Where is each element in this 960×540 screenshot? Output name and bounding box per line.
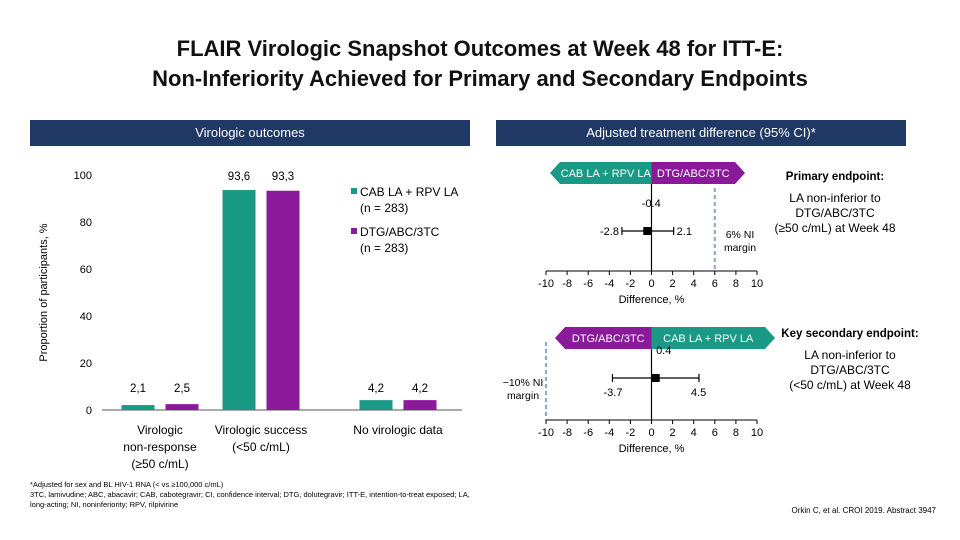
forest1-tick-label--8: -8 (562, 278, 572, 290)
forest2-ni-label-0: −10% NI (503, 377, 544, 389)
primary-endpoint: Primary endpoint: LA non-inferior to DTG… (760, 170, 910, 236)
forest2-left-arrow (555, 327, 565, 349)
forest2-left-label: DTG/ABC/3TC (572, 333, 645, 345)
secondary-endpoint: Key secondary endpoint: LA non-inferior … (770, 327, 930, 393)
forest2-tick-label-10: 10 (751, 427, 763, 439)
forest2-point (651, 374, 660, 382)
forest2-tick-label-6: 6 (712, 427, 718, 439)
forest2-tick-label-8: 8 (733, 427, 739, 439)
left-header: Virologic outcomes (30, 120, 470, 146)
forest2-left-box (565, 327, 652, 349)
data-label-0-0: 2,1 (130, 383, 146, 395)
bar-dtg-abc-3tc-1 (266, 190, 300, 410)
forest1-point-label: -0.4 (642, 198, 661, 210)
legend-n-0: (n = 283) (360, 201, 408, 215)
y-tick-label-100: 100 (74, 170, 92, 182)
forest1-ni-label-0: 6% NI (726, 229, 755, 241)
primary-line-2: DTG/ABC/3TC (795, 206, 875, 220)
forest1-tick-label-8: 8 (733, 278, 739, 290)
forest1-tick-label--10: -10 (538, 278, 554, 290)
forest2-tick-label--4: -4 (604, 427, 614, 439)
legend-label-0: CAB LA + RPV LA (360, 185, 458, 199)
forest1-left-label: CAB LA + RPV LA (561, 168, 652, 180)
forest2-tick-label--6: -6 (583, 427, 593, 439)
forest2-point-label: 0.4 (656, 345, 671, 357)
forest1-ni-label-1: margin (724, 242, 756, 254)
data-label-1-2: 4,2 (412, 383, 428, 395)
forest1-upper-label: 2.1 (677, 226, 692, 238)
forest1-tick-label--6: -6 (583, 278, 593, 290)
forest2-right-box (651, 327, 765, 349)
forest1-right-label: DTG/ABC/3TC (657, 168, 730, 180)
primary-heading: Primary endpoint: (785, 171, 885, 183)
bar-cab-rpv-2 (359, 400, 393, 410)
slide-title: FLAIR Virologic Snapshot Outcomes at Wee… (0, 34, 960, 94)
forest2-x-label: Difference, % (619, 443, 685, 455)
forest1-right-arrow (735, 162, 745, 184)
y-tick-label-0: 0 (86, 405, 92, 417)
legend-swatch-0 (351, 188, 357, 194)
forest1-right-box (651, 162, 735, 184)
category-label-0-2: (≥50 c/mL) (131, 457, 188, 471)
forest1-x-label: Difference, % (619, 294, 685, 306)
y-tick-label-80: 80 (80, 217, 92, 229)
forest1-tick-label-2: 2 (670, 278, 676, 290)
forest1-tick-label-4: 4 (691, 278, 697, 290)
right-header: Adjusted treatment difference (95% CI)* (496, 120, 906, 146)
forest2-tick-label--2: -2 (626, 427, 636, 439)
legend-swatch-1 (351, 228, 357, 234)
bar-cab-rpv-1 (222, 190, 256, 410)
forest2-right-label: CAB LA + RPV LA (663, 333, 754, 345)
category-label-1-1: (<50 c/mL) (232, 440, 290, 454)
footnote: *Adjusted for sex and BL HIV-1 RNA (< vs… (30, 480, 475, 510)
forest1-tick-label--2: -2 (626, 278, 636, 290)
forest2-lower-label: -3.7 (603, 387, 622, 399)
title-line-2: Non-Inferiority Achieved for Primary and… (152, 66, 808, 91)
secondary-line-1: LA non-inferior to (804, 348, 896, 362)
data-label-1-0: 2,5 (174, 383, 190, 395)
category-label-2-0: No virologic data (353, 423, 443, 437)
category-label-1-0: Virologic success (215, 423, 307, 437)
y-tick-label-40: 40 (80, 311, 92, 323)
secondary-line-3: (<50 c/mL) at Week 48 (789, 378, 911, 392)
y-axis-label: Proportion of participants, % (38, 223, 50, 361)
category-label-0-1: non-response (123, 440, 197, 454)
legend-label-1: DTG/ABC/3TC (360, 225, 440, 239)
forest1-tick-label-6: 6 (712, 278, 718, 290)
forest1-lower-label: -2.8 (600, 226, 619, 238)
forest1-tick-label-10: 10 (751, 278, 763, 290)
forest2-ni-label-1: margin (507, 390, 539, 402)
forest1-point (643, 227, 652, 235)
y-tick-label-20: 20 (80, 358, 92, 370)
bar-dtg-abc-3tc-0 (165, 404, 199, 410)
data-label-0-2: 4,2 (368, 383, 384, 395)
forest2-right-arrow (765, 327, 775, 349)
footnote-adjusted: *Adjusted for sex and BL HIV-1 RNA (< vs… (30, 480, 224, 489)
forest2-upper-label: 4.5 (691, 387, 706, 399)
bar-dtg-abc-3tc-2 (403, 400, 437, 410)
footnote-abbreviations: 3TC, lamivudine; ABC, abacavir; CAB, cab… (30, 490, 470, 509)
forest1-tick-label--4: -4 (604, 278, 614, 290)
secondary-line-2: DTG/ABC/3TC (810, 363, 890, 377)
forest2-tick-label-2: 2 (670, 427, 676, 439)
category-label-0-0: Virologic (137, 423, 183, 437)
forest2-tick-label-0: 0 (648, 427, 654, 439)
forest1-left-arrow (550, 162, 560, 184)
forest2-tick-label--10: -10 (538, 427, 554, 439)
data-label-0-1: 93,6 (228, 171, 250, 183)
primary-line-3: (≥50 c/mL) at Week 48 (774, 221, 896, 235)
citation: Orkin C, et al. CROI 2019. Abstract 3947 (791, 506, 936, 515)
forest2-tick-label--8: -8 (562, 427, 572, 439)
secondary-heading: Key secondary endpoint: (781, 328, 919, 340)
bar-cab-rpv-0 (121, 405, 155, 410)
data-label-1-1: 93,3 (272, 171, 294, 183)
forest1-tick-label-0: 0 (648, 278, 654, 290)
forest2-tick-label-4: 4 (691, 427, 697, 439)
forest1-left-box (560, 162, 652, 184)
primary-line-1: LA non-inferior to (789, 191, 881, 205)
y-tick-label-60: 60 (80, 264, 92, 276)
title-line-1: FLAIR Virologic Snapshot Outcomes at Wee… (176, 36, 784, 61)
legend-n-1: (n = 283) (360, 241, 408, 255)
